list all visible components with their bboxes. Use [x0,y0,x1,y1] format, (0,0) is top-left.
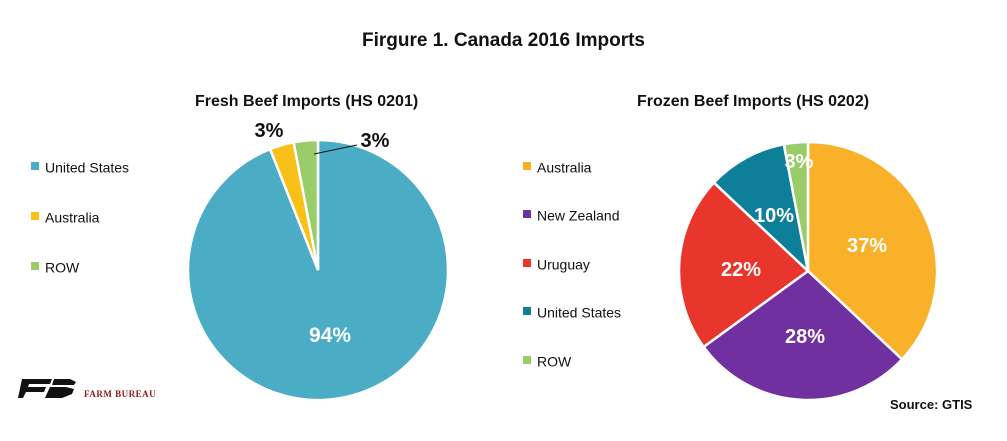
fresh-leader-line [313,144,358,155]
frozen-beef-chart-title: Frozen Beef Imports (HS 0202) [637,93,870,110]
legend-label: United States [45,159,130,176]
legend-item-australia: Australia [523,158,591,175]
legend-item-row: ROW [31,258,79,275]
legend-label: Australia [537,159,592,176]
fresh-beef-chart-title: Fresh Beef Imports (HS 0201) [195,93,419,110]
legend-label: Australia [45,209,100,226]
farm-bureau-logo-icon [18,379,76,398]
legend-label: United States [537,304,622,321]
legend-item-australia: Australia [31,208,99,225]
figure-title: Firgure 1. Canada 2016 Imports [362,30,645,51]
legend-label: Uruguay [537,256,590,273]
fresh-slice-row [292,138,320,271]
frozen-slice-new-zealand [701,269,904,402]
legend-swatch [523,162,531,171]
legend-swatch [523,307,531,316]
legend-item-united-states: United States [31,158,129,175]
legend-item-new-zealand: New Zealand [523,206,620,223]
source-note: Source: GTIS [890,397,973,412]
fresh-label-row: 3% [361,130,390,152]
legend-swatch [31,162,39,171]
frozen-label-australia: 37% [847,235,887,257]
legend-item-row: ROW [523,352,571,369]
frozen-label-uruguay: 22% [721,259,761,281]
legend-swatch [523,210,531,219]
legend-item-uruguay: Uruguay [523,255,590,272]
frozen-slice-australia [806,140,939,362]
legend-label: New Zealand [537,207,620,224]
legend-swatch [31,262,39,271]
legend-swatch [31,212,39,221]
frozen-slice-uruguay [677,180,810,349]
frozen-slice-united-states [712,142,810,275]
farm-bureau-logo-text: FARM BUREAU [84,389,157,399]
frozen-label-new-zealand: 28% [785,326,825,348]
legend-item-united-states: United States [523,303,621,320]
legend-label: ROW [45,259,80,276]
frozen-slice-row [782,140,810,272]
legend-swatch [523,259,531,268]
frozen-label-row: 3% [785,151,814,173]
fresh-label-australia: 3% [255,120,284,142]
legend-swatch [523,356,531,365]
frozen-label-united-states: 10% [754,205,794,227]
legend-label: ROW [537,353,572,370]
fresh-label-united-states: 94% [309,324,351,347]
